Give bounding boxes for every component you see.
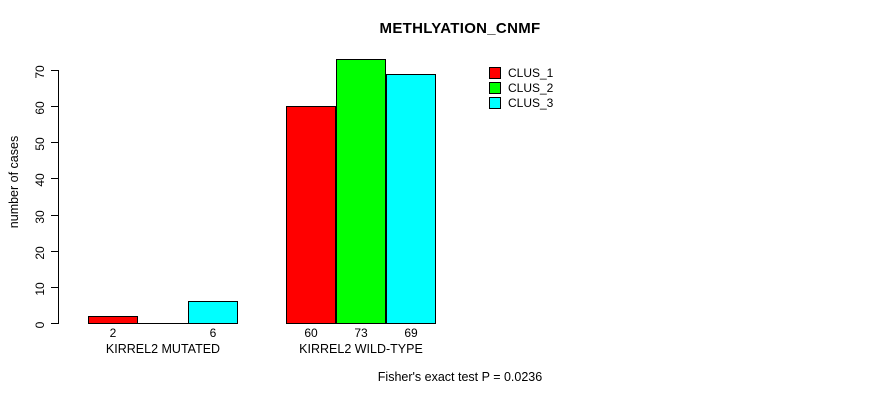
legend-label: CLUS_2	[508, 80, 554, 95]
y-axis-tick	[51, 178, 58, 179]
y-axis-tick	[51, 287, 58, 288]
chart-title: METHLYATION_CNMF	[379, 20, 541, 37]
y-axis-tick	[51, 70, 58, 71]
y-axis-tick-label-text: 30	[33, 210, 47, 224]
bar-clus_1-2	[286, 106, 336, 324]
bar-clus_1-1	[88, 316, 138, 324]
bar-clus_2-1-zero	[138, 323, 188, 324]
legend: CLUS_1 CLUS_2 CLUS_3	[489, 65, 553, 110]
legend-label: CLUS_3	[508, 95, 554, 110]
legend-swatch-clus_2	[489, 81, 501, 94]
y-axis-tick	[51, 142, 58, 143]
y-axis-label-text: number of cases	[7, 135, 21, 229]
bar-clus_3-1	[188, 301, 238, 324]
legend-label: CLUS_1	[508, 65, 554, 80]
y-axis-tick-label-text: 60	[33, 101, 47, 115]
bar-clus_3-2	[386, 74, 436, 324]
y-axis-tick-label-text: 40	[33, 173, 47, 187]
legend-swatch-clus_1	[489, 66, 501, 79]
y-axis-line	[58, 70, 59, 324]
fisher-test-annotation: Fisher's exact test P = 0.0236	[377, 370, 543, 384]
x-axis-group-label: KIRREL2 MUTATED	[105, 342, 221, 356]
bar-value-label: 6	[209, 326, 217, 340]
x-axis-group-label: KIRREL2 WILD-TYPE	[299, 342, 423, 356]
y-axis-tick-label-text: 70	[33, 65, 47, 79]
legend-swatch-clus_3	[489, 96, 501, 109]
bar-value-label: 2	[109, 326, 117, 340]
y-axis-tick	[51, 323, 58, 324]
bar-value-label: 73	[354, 326, 368, 340]
y-axis-tick-label-text: 10	[33, 282, 47, 296]
legend-item-clus_2: CLUS_2	[489, 80, 553, 95]
y-axis-tick-label-text: 20	[33, 246, 47, 260]
y-axis-tick	[51, 251, 58, 252]
bar-clus_2-2	[336, 59, 386, 324]
bar-value-label: 69	[404, 326, 418, 340]
y-axis-tick-label-text: 50	[33, 137, 47, 151]
y-axis-tick	[51, 106, 58, 107]
bar-value-label: 60	[304, 326, 318, 340]
legend-item-clus_1: CLUS_1	[489, 65, 553, 80]
y-axis-tick	[51, 215, 58, 216]
legend-item-clus_3: CLUS_3	[489, 95, 553, 110]
y-axis-tick-label-text: 0	[33, 321, 47, 329]
